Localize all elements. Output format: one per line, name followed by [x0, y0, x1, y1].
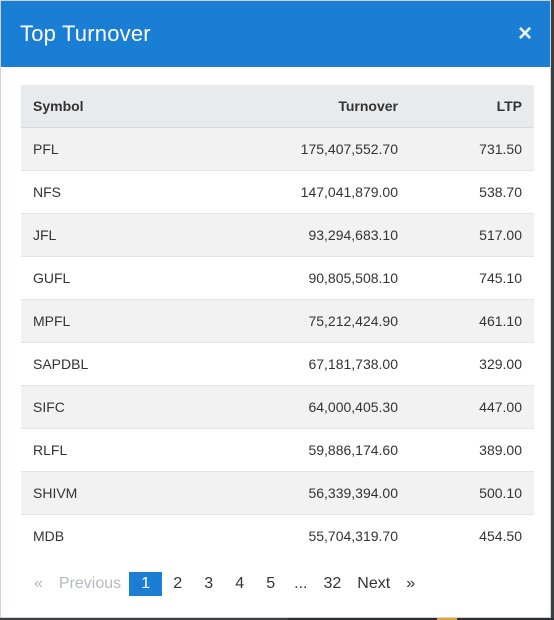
table-row[interactable]: MDB 55,704,319.70 454.50 [21, 515, 534, 558]
cell-turnover: 90,805,508.10 [216, 256, 410, 300]
cell-ltp: 447.00 [410, 385, 534, 429]
cell-ltp: 329.00 [410, 342, 534, 386]
table-row[interactable]: JFL 93,294,683.10 517.00 [21, 213, 534, 257]
column-header-symbol[interactable]: Symbol [21, 85, 216, 128]
cell-turnover: 59,886,174.60 [216, 428, 410, 472]
table-row[interactable]: GUFL 90,805,508.10 745.10 [21, 256, 534, 300]
cell-turnover: 56,339,394.00 [216, 471, 410, 515]
turnover-table-wrapper: Symbol Turnover LTP PFL 175,407,552.70 731… [21, 85, 534, 557]
cell-turnover: 64,000,405.30 [216, 385, 410, 429]
next-page-link[interactable]: Next [357, 575, 391, 592]
page-link-5[interactable]: 5 [266, 575, 276, 592]
first-page-link[interactable]: « [34, 575, 43, 592]
cell-symbol: NFS [21, 170, 216, 214]
cell-turnover: 175,407,552.70 [216, 127, 410, 171]
page-link-2[interactable]: 2 [173, 575, 183, 592]
page-link-32[interactable]: 32 [323, 575, 342, 592]
table-header-row: Symbol Turnover LTP [21, 85, 534, 128]
cell-ltp: 745.10 [410, 256, 534, 300]
last-page-link[interactable]: » [406, 575, 416, 592]
pagination: « Previous 1 2 3 4 5 ... 32 Next » [26, 572, 423, 596]
cell-symbol: MDB [33, 528, 65, 544]
cell-ltp: 454.50 [479, 528, 522, 544]
cell-turnover: 75,212,424.90 [216, 299, 410, 343]
table-row[interactable]: SAPDBL 67,181,738.00 329.00 [21, 342, 534, 386]
background-accent [437, 618, 457, 620]
cell-ltp: 517.00 [410, 213, 534, 257]
previous-page-link[interactable]: Previous [58, 575, 122, 592]
cell-symbol: GUFL [21, 256, 216, 300]
cell-turnover: 55,704,319.70 [308, 528, 398, 544]
modal-header: Top Turnover × [1, 1, 550, 67]
cell-ltp: 461.10 [410, 299, 534, 343]
cell-symbol: MPFL [21, 299, 216, 343]
table-row[interactable]: RLFL 59,886,174.60 389.00 [21, 428, 534, 472]
cell-symbol: JFL [21, 213, 216, 257]
page-link-4[interactable]: 4 [235, 575, 245, 592]
cell-ltp: 731.50 [410, 127, 534, 171]
cell-symbol: SHIVM [21, 471, 216, 515]
cell-ltp: 389.00 [410, 428, 534, 472]
close-icon[interactable]: × [517, 20, 532, 47]
table-row[interactable]: PFL 175,407,552.70 731.50 [21, 127, 534, 171]
turnover-table: Symbol Turnover LTP PFL 175,407,552.70 731… [21, 85, 534, 557]
page-link-1[interactable]: 1 [129, 572, 163, 596]
page-link-3[interactable]: 3 [204, 575, 214, 592]
cell-turnover: 93,294,683.10 [216, 213, 410, 257]
cell-ltp: 538.70 [410, 170, 534, 214]
pagination-ellipsis: ... [294, 575, 308, 592]
table-row[interactable]: MPFL 75,212,424.90 461.10 [21, 299, 534, 343]
cell-symbol: SAPDBL [21, 342, 216, 386]
column-header-turnover[interactable]: Turnover [216, 85, 410, 128]
cell-symbol: PFL [21, 127, 216, 171]
column-header-ltp[interactable]: LTP [410, 85, 534, 128]
cell-turnover: 147,041,879.00 [216, 170, 410, 214]
cell-symbol: RLFL [21, 428, 216, 472]
table-row[interactable]: SIFC 64,000,405.30 447.00 [21, 385, 534, 429]
modal-title: Top Turnover [20, 21, 151, 46]
background-strip [288, 618, 554, 620]
cell-symbol: SIFC [21, 385, 216, 429]
cell-turnover: 67,181,738.00 [216, 342, 410, 386]
table-row[interactable]: SHIVM 56,339,394.00 500.10 [21, 471, 534, 515]
cell-ltp: 500.10 [410, 471, 534, 515]
table-row[interactable]: NFS 147,041,879.00 538.70 [21, 170, 534, 214]
